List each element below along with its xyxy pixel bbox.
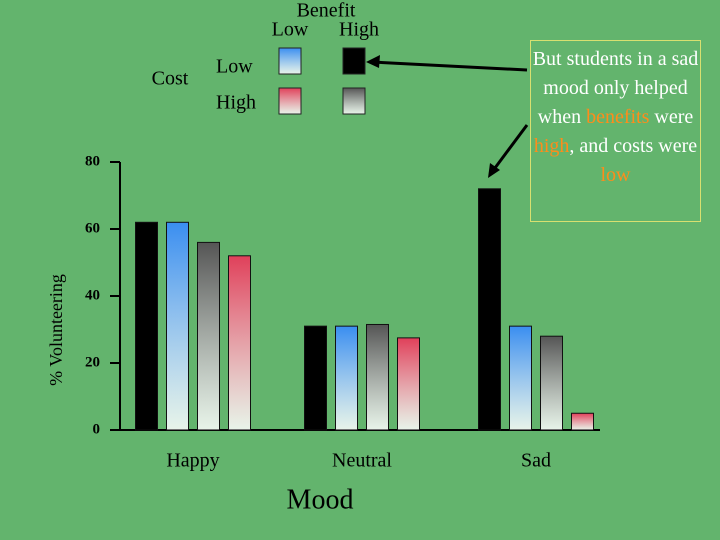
y-axis-label: % Volunteering bbox=[46, 274, 66, 386]
legend-swatch bbox=[342, 87, 366, 115]
bar bbox=[197, 241, 220, 431]
legend-swatch bbox=[342, 47, 366, 75]
bar bbox=[335, 325, 358, 431]
annotation-text: were bbox=[649, 106, 694, 128]
legend-swatch bbox=[278, 47, 302, 75]
bar bbox=[571, 412, 594, 431]
bar bbox=[166, 221, 189, 431]
legend-row: Low bbox=[216, 56, 253, 78]
bar bbox=[509, 325, 532, 431]
y-tick-label: 80 bbox=[85, 153, 100, 169]
bar bbox=[540, 335, 563, 431]
bar bbox=[228, 255, 251, 431]
bar bbox=[397, 337, 420, 431]
legend-column: Low bbox=[272, 19, 309, 41]
y-tick-label: 0 bbox=[93, 421, 101, 437]
legend-swatch bbox=[278, 87, 302, 115]
annotation-text: benefits bbox=[586, 106, 650, 128]
x-axis-label: Mood bbox=[287, 484, 354, 515]
x-tick-label: Sad bbox=[521, 450, 551, 472]
annotation: But students in a sad mood only helped w… bbox=[530, 40, 701, 222]
x-tick-label: Happy bbox=[166, 450, 219, 472]
arrow-head bbox=[366, 55, 380, 68]
bar bbox=[366, 323, 389, 431]
bar bbox=[135, 221, 158, 431]
legend-row: High bbox=[216, 92, 256, 114]
annotation-text: But students in a sad mood only helped w… bbox=[532, 48, 699, 128]
annotation-text: low bbox=[600, 164, 631, 186]
bar bbox=[304, 325, 327, 431]
legend-column-title: Benefit bbox=[297, 0, 356, 22]
annotation-text: high bbox=[533, 135, 570, 157]
arrow bbox=[490, 124, 529, 173]
y-tick-label: 40 bbox=[85, 287, 100, 303]
y-tick-label: 60 bbox=[85, 220, 100, 236]
annotation-text: , and costs were bbox=[569, 135, 698, 157]
y-tick-label: 20 bbox=[85, 354, 100, 370]
arrow-head bbox=[488, 163, 500, 178]
legend-column: High bbox=[339, 19, 379, 41]
legend-row-title: Cost bbox=[152, 68, 189, 90]
x-tick-label: Neutral bbox=[332, 450, 392, 472]
bar bbox=[478, 188, 501, 431]
arrow bbox=[371, 60, 528, 72]
